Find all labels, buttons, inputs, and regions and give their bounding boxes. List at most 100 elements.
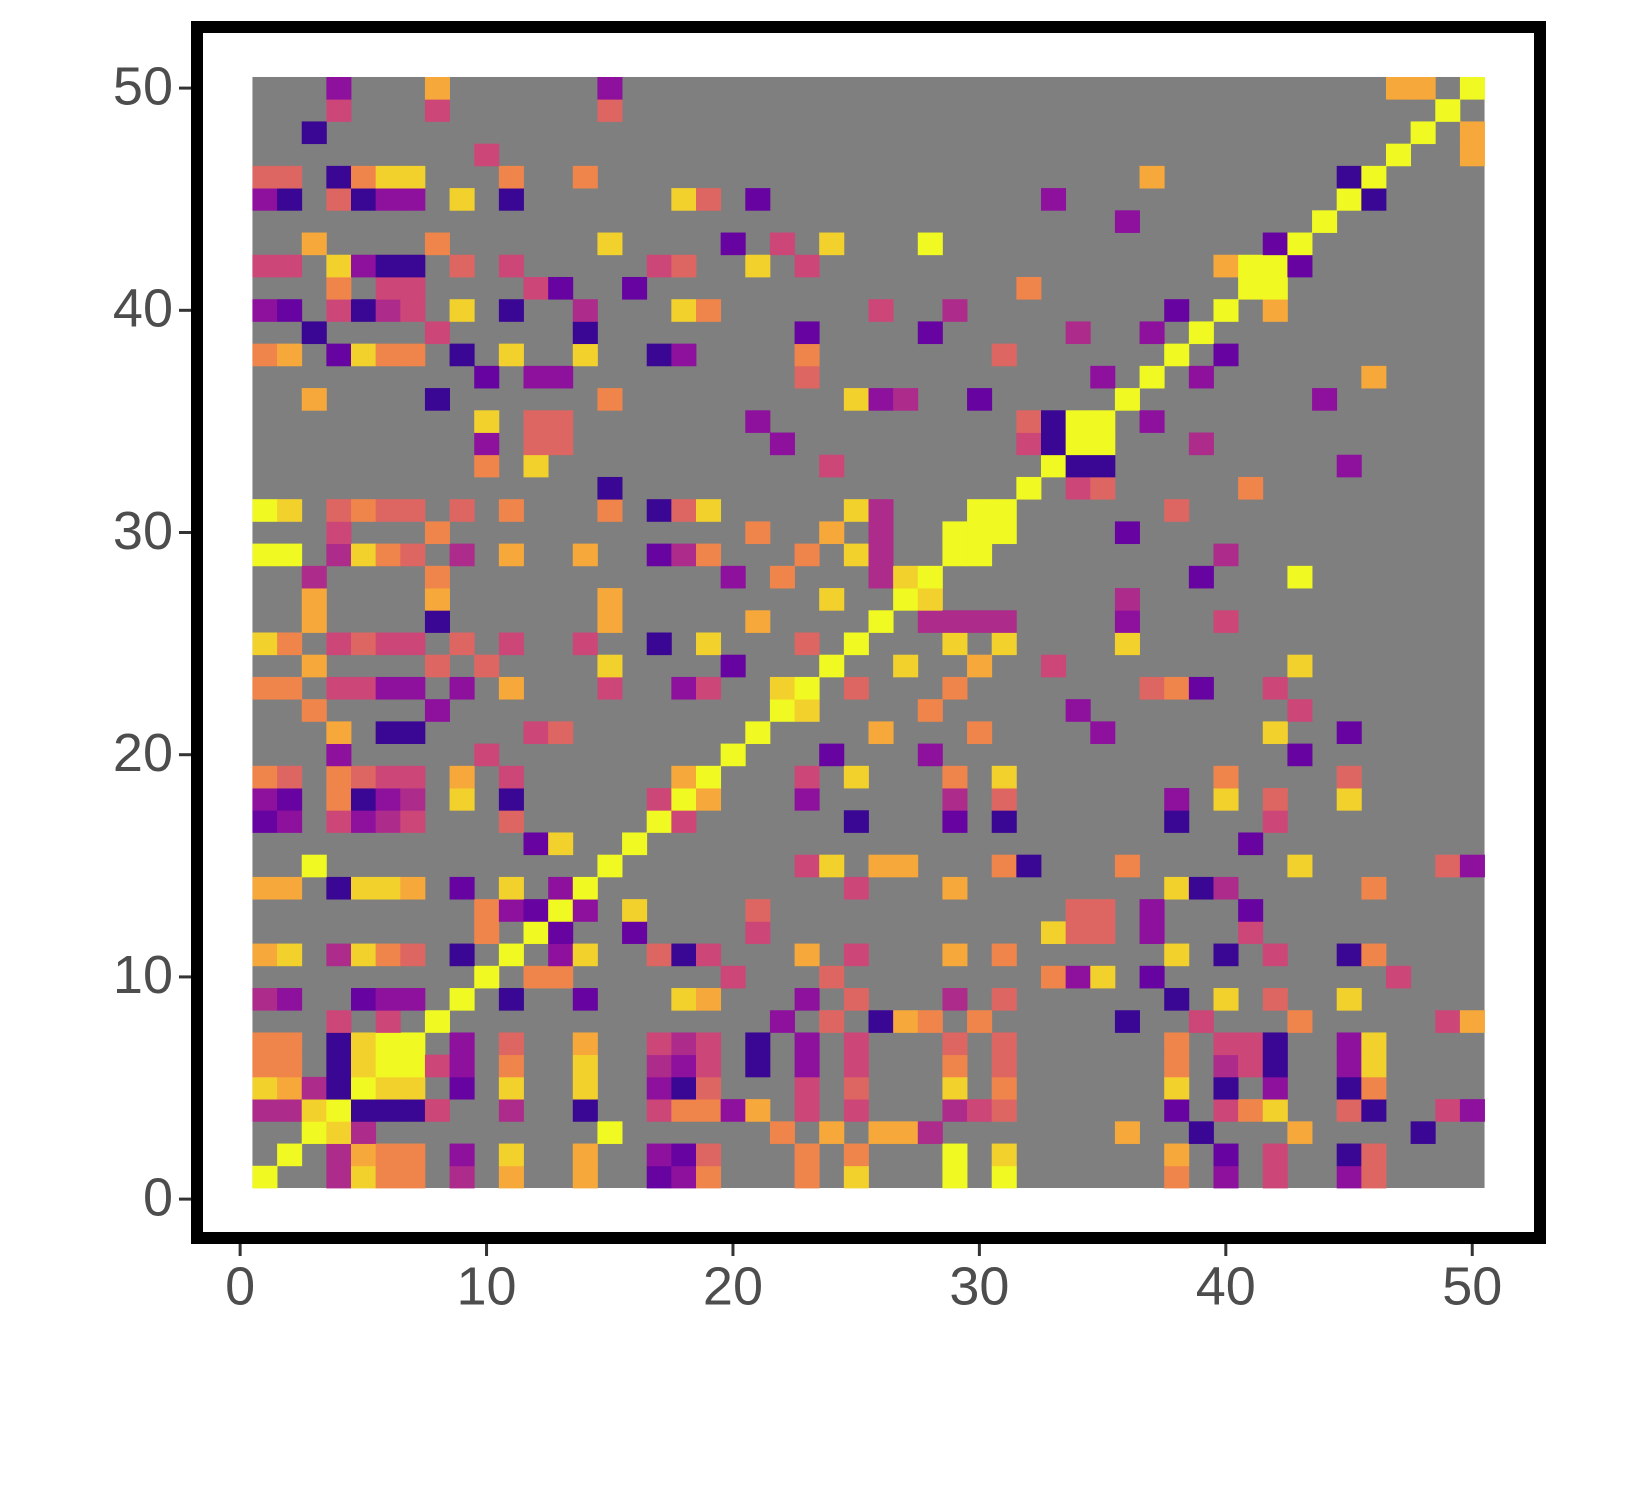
cell bbox=[1114, 388, 1140, 411]
cell bbox=[991, 765, 1017, 789]
cell bbox=[1336, 988, 1362, 1011]
cell bbox=[1090, 454, 1116, 478]
cell bbox=[671, 543, 697, 567]
cell bbox=[671, 1054, 697, 1078]
cell bbox=[548, 921, 574, 944]
cell bbox=[745, 521, 771, 545]
cell bbox=[745, 188, 771, 211]
cell bbox=[1336, 943, 1362, 967]
cell bbox=[301, 588, 327, 611]
cell bbox=[1262, 276, 1288, 300]
cell bbox=[1238, 832, 1264, 856]
cell bbox=[1016, 476, 1042, 500]
cell bbox=[967, 1099, 993, 1122]
cell bbox=[326, 1121, 352, 1144]
cell bbox=[942, 988, 968, 1011]
cell bbox=[646, 788, 672, 811]
cell bbox=[671, 299, 697, 322]
cell bbox=[572, 1165, 598, 1189]
cell bbox=[622, 832, 648, 856]
cell bbox=[794, 788, 820, 811]
cell bbox=[400, 276, 426, 300]
cell bbox=[277, 188, 303, 211]
cell bbox=[1336, 1076, 1362, 1100]
cell bbox=[400, 988, 426, 1011]
cell bbox=[1164, 676, 1190, 700]
cell bbox=[1065, 699, 1091, 722]
cell bbox=[1188, 365, 1214, 389]
cell bbox=[1361, 165, 1387, 189]
cell bbox=[991, 1032, 1017, 1056]
cell bbox=[498, 343, 524, 367]
cell bbox=[794, 1165, 820, 1189]
cell bbox=[523, 365, 549, 389]
cell bbox=[819, 654, 845, 678]
y-tick-label: 50 bbox=[113, 56, 173, 116]
cell bbox=[252, 543, 278, 567]
cell bbox=[991, 810, 1017, 833]
cell bbox=[277, 1143, 303, 1167]
cell bbox=[572, 1076, 598, 1100]
cell bbox=[277, 632, 303, 656]
y-tick-label: 10 bbox=[113, 945, 173, 1005]
cell bbox=[1188, 1121, 1214, 1144]
cell bbox=[277, 343, 303, 367]
cell bbox=[548, 876, 574, 900]
cell bbox=[967, 1010, 993, 1033]
cell bbox=[375, 188, 401, 211]
cell bbox=[301, 1121, 327, 1144]
cell bbox=[1262, 232, 1288, 256]
cell bbox=[942, 1165, 968, 1189]
cell bbox=[277, 810, 303, 833]
cell bbox=[769, 232, 795, 256]
cell bbox=[252, 876, 278, 900]
cell bbox=[646, 499, 672, 522]
cell bbox=[326, 743, 352, 767]
cell bbox=[991, 632, 1017, 656]
cell bbox=[572, 321, 598, 345]
cell bbox=[449, 1054, 475, 1078]
cell bbox=[424, 1054, 450, 1078]
cell bbox=[1336, 165, 1362, 189]
cell bbox=[326, 543, 352, 567]
cell bbox=[696, 943, 722, 967]
cell bbox=[794, 1032, 820, 1056]
cell bbox=[942, 521, 968, 545]
cell bbox=[400, 254, 426, 278]
cell bbox=[351, 299, 377, 322]
cell bbox=[351, 988, 377, 1011]
cell bbox=[720, 965, 746, 989]
cell bbox=[942, 676, 968, 700]
cell bbox=[868, 299, 894, 322]
cell bbox=[843, 1165, 869, 1189]
cell bbox=[548, 276, 574, 300]
cell bbox=[1238, 276, 1264, 300]
cell bbox=[917, 1121, 943, 1144]
cell bbox=[498, 1143, 524, 1167]
cell bbox=[696, 1054, 722, 1078]
cell bbox=[498, 943, 524, 967]
cell bbox=[1410, 121, 1436, 145]
cell bbox=[696, 543, 722, 567]
cell bbox=[1336, 1165, 1362, 1189]
cell bbox=[1114, 632, 1140, 656]
cell bbox=[252, 499, 278, 522]
cell bbox=[1238, 254, 1264, 278]
cell bbox=[893, 854, 919, 878]
cell bbox=[1188, 432, 1214, 456]
cell bbox=[1238, 476, 1264, 500]
cell bbox=[696, 188, 722, 211]
cell bbox=[277, 1076, 303, 1100]
cell bbox=[1139, 921, 1165, 944]
cell bbox=[351, 188, 377, 211]
cell bbox=[696, 788, 722, 811]
cell bbox=[498, 632, 524, 656]
cell bbox=[474, 743, 500, 767]
cell bbox=[1262, 1143, 1288, 1167]
cell bbox=[843, 943, 869, 967]
cell bbox=[794, 943, 820, 967]
cell bbox=[1114, 610, 1140, 633]
cell bbox=[1139, 899, 1165, 922]
cell bbox=[252, 943, 278, 967]
cell bbox=[375, 676, 401, 700]
